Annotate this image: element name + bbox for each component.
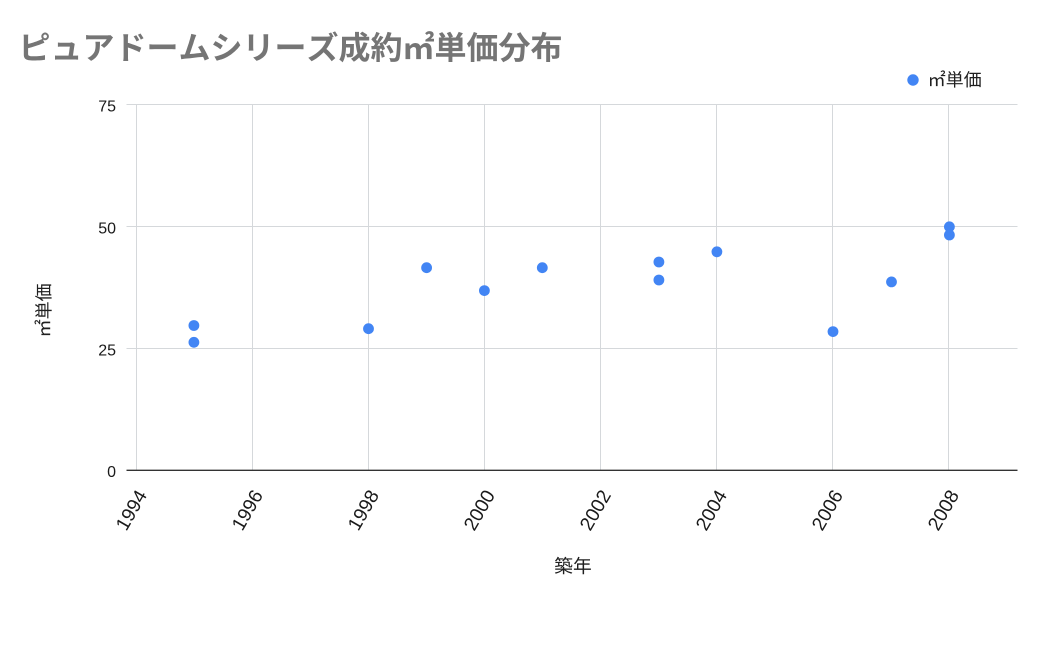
svg-text:75: 75	[98, 98, 116, 115]
svg-text:50: 50	[98, 220, 116, 237]
svg-text:25: 25	[98, 342, 116, 359]
svg-text:0: 0	[107, 464, 116, 481]
